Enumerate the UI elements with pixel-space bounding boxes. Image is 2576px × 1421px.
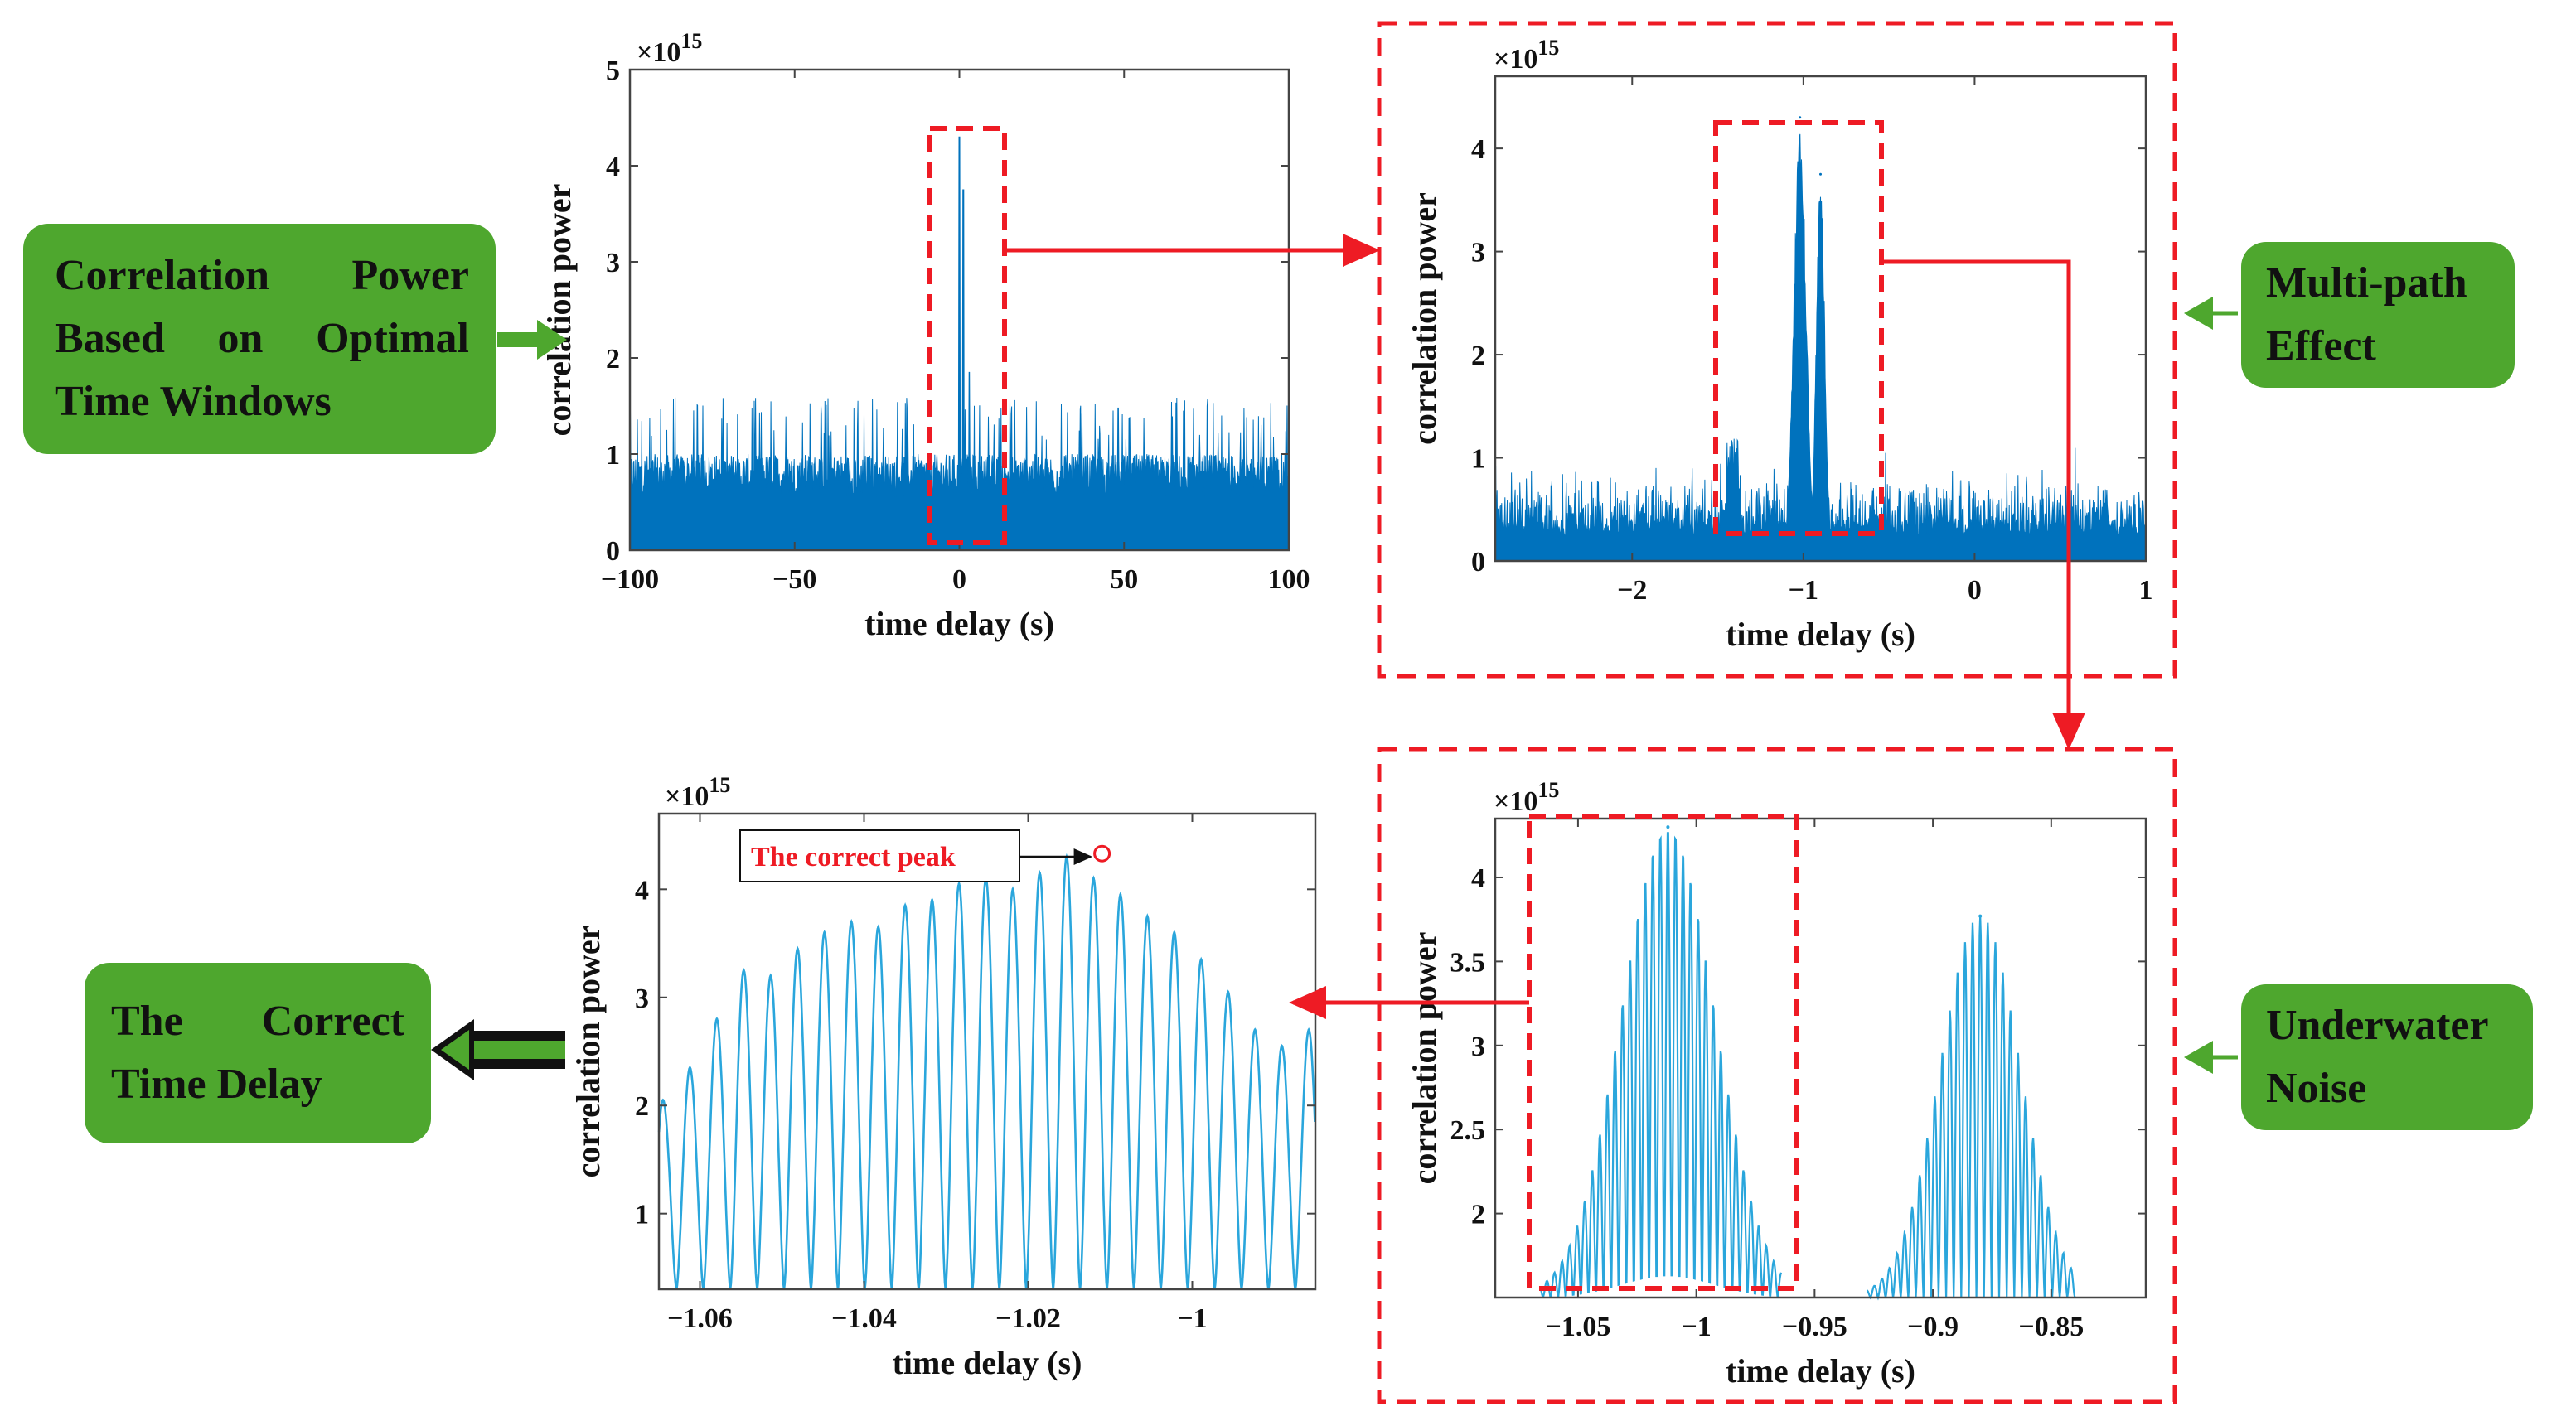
axes-frame [657,812,1317,1291]
x-tick-label: 100 [1268,564,1310,595]
chart-panel-3: −1.05 −1 −0.95 −0.9 −0.85 2 2.5 3 3.5 4 time delay… [1406,778,2147,1390]
box-line: Based on Optimal [55,315,469,362]
chart-panel-4: The correct peak −1.06 −1.04 −1.02 −1 1 2 3 4 tim… [569,773,1317,1381]
annotation-circle [1093,844,1111,863]
x-tick-label: −2 [1617,575,1647,606]
highlight-peaks-panel-2 [1713,120,1884,536]
box-underwater-noise: Underwater Noise [2241,984,2533,1130]
y-tick-label: 1 [606,440,620,471]
y-tick-label: 0 [1471,547,1485,578]
data-point-peak-1 [1799,116,1802,119]
y-axis-label: correlation power [569,926,607,1178]
x-axis-label: time delay (s) [1726,1352,1915,1390]
y-tick-label: 3 [1471,238,1485,268]
series-line-cluster-2 [1867,916,2076,1301]
y-tick-label: 4 [606,152,620,182]
y-tick-label: 2.5 [1450,1115,1486,1146]
chart-panel-1: −100 −50 0 50 100 0 1 2 3 4 5 time delay (s) correla… [540,29,1310,642]
y-tick-label: 4 [1471,863,1485,894]
data-point-peak-2 [1819,172,1822,176]
arrow-panel2-to-panel3 [1881,259,2085,750]
axes-frame [1494,75,2147,563]
data-point-peak-2 [1978,914,1983,918]
box-line: Effect [2266,322,2376,370]
x-tick-label: 1 [2139,575,2153,606]
x-tick-label: −1.04 [831,1303,897,1334]
highlight-peak-panel-1 [927,126,1007,545]
y-tick-label: 5 [606,56,620,86]
annotation-label: The correct peak [751,842,956,872]
y-axis-multiplier: ×1015 [637,29,702,68]
series-area [629,136,1290,551]
x-axis-label: time delay (s) [1726,616,1915,653]
x-tick-label: −1.06 [667,1303,733,1334]
box-correlation-power: Correlation Power Based on Optimal Time … [23,224,496,454]
chart-panel-2: −2 −1 0 1 0 1 2 3 4 time delay (s) correlation pow… [1406,36,2153,653]
series-line-cluster-1 [1539,832,1783,1298]
y-axis-label: correlation power [1406,932,1443,1185]
box-line: Time Windows [55,378,332,425]
frame-multipath [1377,21,2177,679]
y-tick-label: 2 [1471,1200,1485,1230]
x-axis-label: time delay (s) [893,1344,1082,1381]
highlight-cluster-panel-3 [1527,814,1799,1291]
y-tick-label: 2 [635,1091,649,1122]
y-tick-label: 3 [1471,1032,1485,1062]
x-tick-label: −0.9 [1907,1312,1959,1342]
series-line [657,853,1316,1290]
y-axis-multiplier: ×1015 [665,773,730,812]
y-tick-label: 1 [1471,444,1485,475]
annotation-box [739,829,1020,882]
x-tick-label: −0.95 [1782,1312,1847,1342]
box-line: Noise [2266,1065,2367,1112]
data-point-peak-1 [1666,825,1670,829]
y-axis-label: correlation power [540,184,578,437]
box-line: Underwater [2266,1002,2489,1049]
x-tick-label: 50 [1110,564,1138,595]
box-line: Time Delay [111,1061,322,1108]
axes-frame [1494,817,2147,1299]
x-tick-label: −100 [601,564,659,595]
box-line: Multi-path [2266,259,2467,307]
y-tick-label: 0 [606,536,620,567]
y-tick-label: 4 [635,875,649,906]
x-tick-label: −1.02 [995,1303,1061,1334]
x-axis-label: time delay (s) [864,605,1054,642]
box-line: Correlation Power [55,252,469,299]
x-tick-label: −1 [1177,1303,1207,1334]
y-tick-label: 2 [1471,341,1485,371]
y-tick-label: 3.5 [1450,947,1486,978]
x-tick-label: −0.85 [2018,1312,2084,1342]
y-axis-multiplier: ×1015 [1494,778,1559,817]
series-area [1494,133,2147,562]
y-tick-label: 3 [606,248,620,278]
y-tick-label: 3 [635,984,649,1014]
y-tick-label: 1 [635,1200,649,1230]
box-multipath-effect: Multi-path Effect [2241,242,2515,388]
x-tick-label: 0 [1968,575,1982,606]
x-tick-label: 0 [952,564,966,595]
y-axis-multiplier: ×1015 [1494,36,1559,75]
y-tick-label: 2 [606,344,620,375]
x-tick-label: −1 [1681,1312,1711,1342]
x-tick-label: −1 [1789,575,1818,606]
x-tick-label: −50 [772,564,816,595]
x-tick-label: −1.05 [1545,1312,1610,1342]
box-correct-time-delay: The Correct Time Delay [85,963,431,1143]
frame-underwater [1377,747,2177,1404]
y-tick-label: 4 [1471,134,1485,165]
double-arrow-to-result [431,1019,565,1080]
green-arrow-head [537,320,567,360]
box-line: The Correct [111,998,404,1045]
y-axis-label: correlation power [1406,192,1443,445]
